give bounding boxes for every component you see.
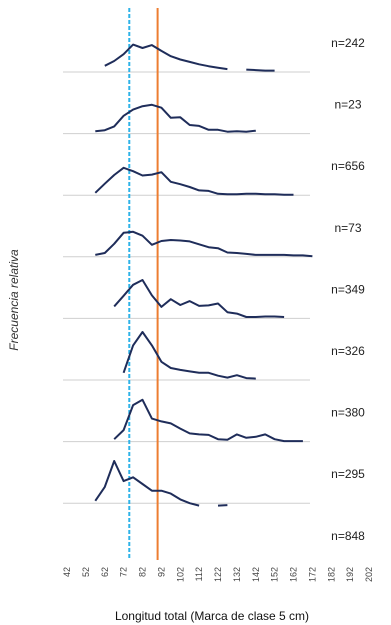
x-tick-82: 82 [138,567,148,577]
series-line-6 [122,331,256,380]
x-tick-112: 112 [194,567,204,581]
x-tick-152: 152 [270,567,280,582]
series-line-8 [94,460,200,507]
n-label-6: n=326 [331,344,365,358]
sample-size-labels: n=242 n=23 n=656 n=73 n=349 n=326 n=380 n=295 n=… [331,36,365,543]
series-line-5 [113,279,285,318]
series-line-1 [104,43,228,71]
x-tick-labels: 42 52 62 72 82 92 102 112 122 132 142 152 162 172 182 1… [62,567,374,582]
series-line-2 [95,103,256,133]
x-tick-52: 52 [81,567,91,577]
x-tick-162: 162 [289,567,299,582]
series-line-8-part2 [217,504,228,507]
x-tick-202: 202 [364,567,374,582]
n-label-2: n=23 [334,98,361,112]
n-label-1: n=242 [331,36,365,50]
x-tick-122: 122 [213,567,223,582]
x-tick-92: 92 [156,567,166,577]
panel-baselines [63,71,310,504]
n-label-9: n=848 [331,529,365,543]
series-line-3 [94,166,294,196]
n-label-8: n=295 [331,467,365,481]
n-label-3: n=656 [331,159,365,173]
x-tick-62: 62 [100,567,110,577]
series-line-1-part2 [246,68,275,72]
n-label-4: n=73 [334,221,361,235]
n-label-7: n=380 [331,406,365,420]
x-tick-132: 132 [232,567,242,582]
reference-lines [128,8,159,560]
x-tick-72: 72 [119,567,129,577]
x-tick-102: 102 [175,567,185,582]
y-axis-label: Frecuencia relativa [7,249,21,351]
x-tick-42: 42 [62,567,72,577]
x-tick-172: 172 [307,567,317,582]
x-tick-192: 192 [345,567,355,582]
series-lines [94,43,313,507]
series-line-7 [113,398,303,443]
n-label-5: n=349 [331,282,365,296]
x-tick-182: 182 [326,567,336,582]
series-line-4 [95,230,313,258]
x-tick-142: 142 [251,567,261,582]
x-axis-label: Longitud total (Marca de clase 5 cm) [115,609,309,623]
